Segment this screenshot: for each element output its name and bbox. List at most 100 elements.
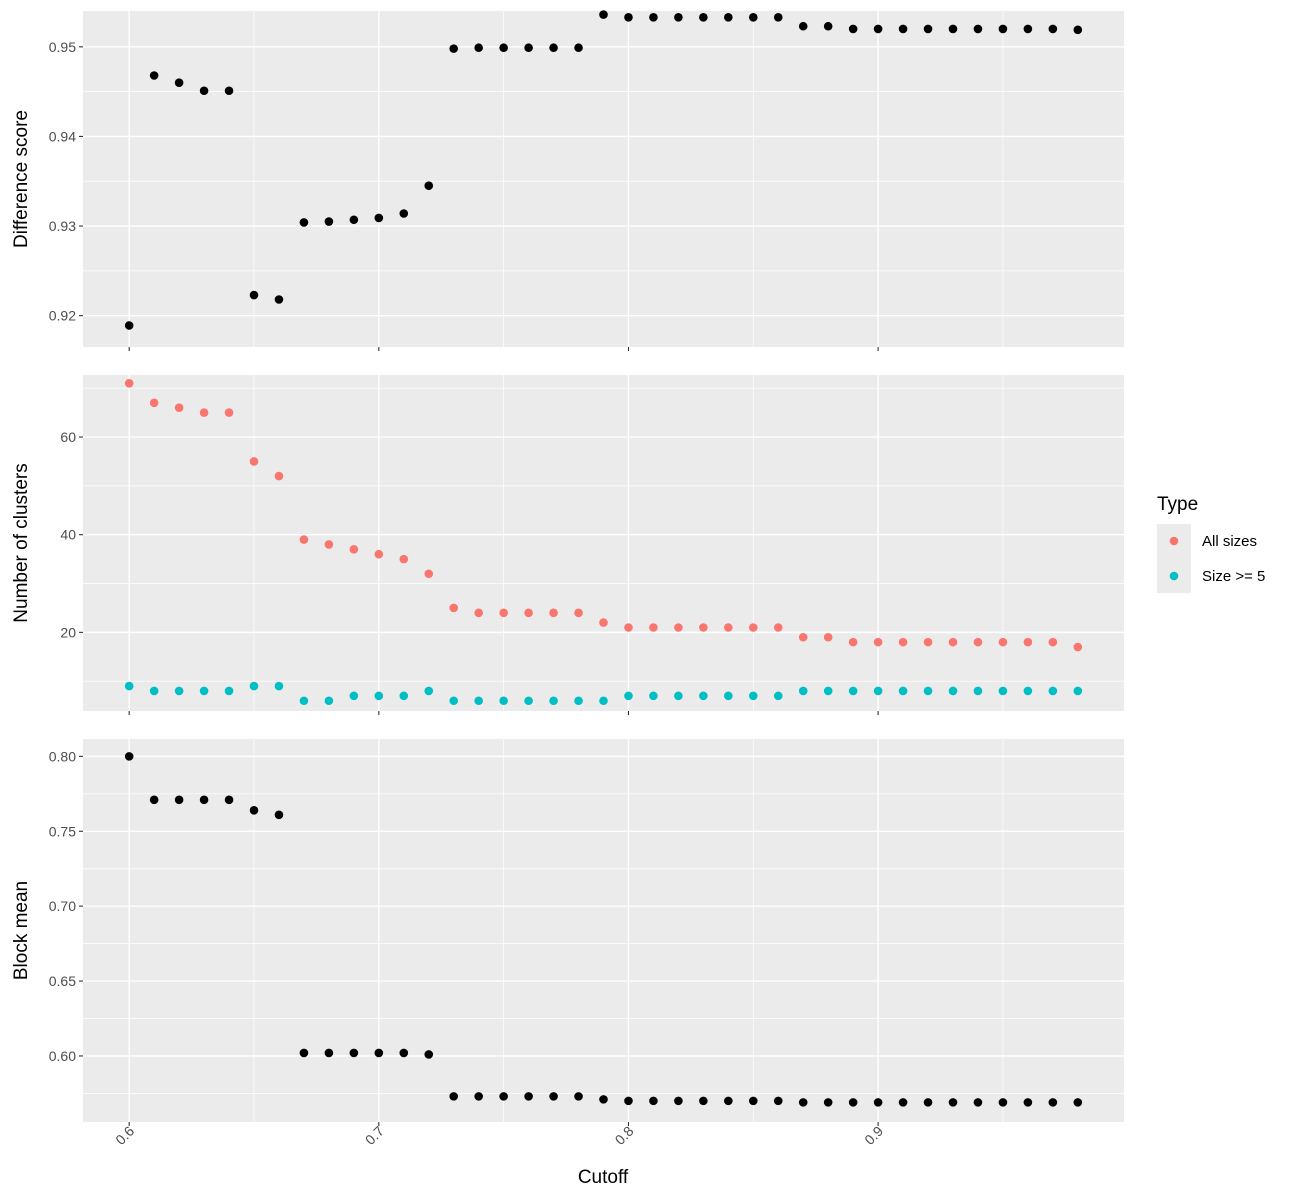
x-axis-title: Cutoff [578,1167,629,1188]
data-point [923,637,933,647]
data-point [948,24,958,34]
y-tick-label: 0.70 [49,898,76,914]
data-point [649,623,658,632]
data-point [873,637,883,647]
data-point [249,805,259,815]
data-point [149,795,159,805]
data-point [948,1098,958,1107]
x-tick-label: 0.6 [112,1123,137,1148]
data-point [649,12,658,22]
legend-title: Type [1157,494,1198,515]
legend: Type All sizes Size >= 5 [1157,494,1265,593]
data-point [674,691,683,701]
data-point [299,218,309,227]
y-tick-label: 0.60 [49,1048,76,1064]
legend-entry-size-5: Size >= 5 [1169,568,1265,585]
data-point [823,686,833,696]
data-point [773,691,783,701]
data-point [574,608,583,618]
data-point [499,43,508,53]
data-point [848,1098,858,1107]
data-point [324,696,334,706]
data-point [624,12,633,22]
data-point [499,1092,508,1101]
data-point [574,43,583,53]
data-point [424,181,434,191]
data-point [748,12,758,22]
data-point [748,691,758,701]
data-point [174,795,184,805]
data-point [1073,1098,1083,1107]
data-point [1073,25,1083,35]
data-point [798,1098,808,1107]
data-point [124,321,134,330]
data-point [399,691,409,701]
data-point [449,603,459,613]
data-point [1048,637,1058,647]
series-block-mean [124,752,1083,1107]
data-point [549,43,558,53]
data-point [624,1096,633,1106]
data-point [873,686,883,696]
data-point [549,1092,558,1101]
data-point [773,623,783,632]
y-axis-title: Number of clusters [11,463,32,622]
data-point [249,290,259,300]
data-point [848,24,858,34]
data-point [724,12,733,22]
y-tick-label: 0.93 [49,218,76,234]
data-point [549,696,558,706]
data-point [848,686,858,696]
data-point [973,1098,983,1107]
data-point [199,686,209,696]
data-point [1048,686,1058,696]
data-point [1073,686,1083,696]
data-point [424,1050,434,1059]
data-point [474,1092,483,1101]
data-point [1023,637,1033,647]
data-point [773,12,783,22]
panel-difference-score: 0.92 0.93 0.94 0.95 Difference score [11,10,1124,351]
data-point [224,686,234,696]
data-point [199,795,209,805]
data-point [724,1096,733,1106]
data-point [1048,1098,1058,1107]
data-point [324,540,334,549]
data-point [149,686,159,696]
data-point [149,71,159,80]
data-point [599,10,608,19]
data-point [674,623,683,632]
data-point [823,632,833,642]
data-point [249,681,259,691]
data-point [699,12,708,22]
y-tick-label: 0.80 [49,748,76,764]
data-point [1023,24,1033,34]
legend-entry-all-sizes: All sizes [1169,533,1257,550]
data-point [1073,642,1083,652]
y-tick-label: 0.65 [49,973,76,989]
y-tick-label: 0.75 [49,823,76,839]
data-point [923,1098,933,1107]
data-point [873,24,883,34]
data-point [898,637,908,647]
series-all-sizes [124,379,1083,652]
data-point [823,21,833,31]
data-point [973,686,983,696]
data-point [399,554,409,564]
data-point [798,21,808,31]
data-point [773,1096,783,1106]
data-point [823,1098,833,1107]
data-point [524,608,533,618]
data-point [149,398,159,408]
data-point [724,623,733,632]
data-point [199,408,209,417]
data-point [324,1048,334,1058]
data-point [474,608,483,618]
series-difference-score [124,10,1083,330]
data-point [973,24,983,34]
data-point [274,471,284,481]
data-point [124,379,134,388]
y-tick-label: 20 [60,624,76,640]
y-tick-label: 60 [60,429,76,445]
